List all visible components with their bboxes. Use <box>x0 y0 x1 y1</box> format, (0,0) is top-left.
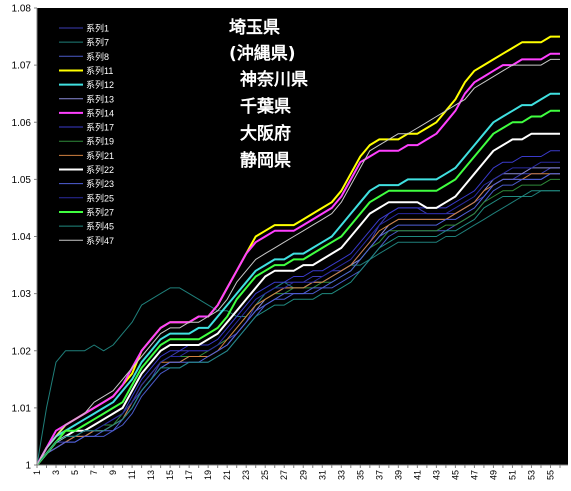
legend-item: 系列13 <box>59 93 114 104</box>
legend-item: 系列21 <box>59 150 114 161</box>
legend-label: 系列14 <box>86 107 114 118</box>
x-tick-label: 17 <box>184 470 194 480</box>
series-line-系列27 <box>36 109 560 466</box>
series-line-系列22 <box>36 132 560 466</box>
y-tick-label: 1.01 <box>12 403 32 414</box>
legend-item: 系列1 <box>59 23 109 34</box>
annotation-kanagawa: 神奈川県 <box>240 69 308 90</box>
x-tick-label: 55 <box>545 470 555 480</box>
series-line-系列45 <box>36 190 560 466</box>
legend-label: 系列23 <box>86 178 114 189</box>
x-tick-label: 41 <box>412 470 422 480</box>
x-tick-label: 25 <box>260 470 270 480</box>
x-tick-label: 37 <box>374 470 384 480</box>
legend-item: 系列45 <box>59 221 114 232</box>
legend-item: 系列23 <box>59 178 114 189</box>
y-tick-label: 1.06 <box>12 118 32 129</box>
x-tick-label: 39 <box>393 470 403 480</box>
series-line-系列47 <box>36 58 560 466</box>
legend: 系列1 系列7 系列8 系列11 系列12 系列13 系列14 系列17 系列19 系列21 系列2… <box>59 23 114 246</box>
x-tick-label: 29 <box>298 470 308 480</box>
legend-label: 系列13 <box>86 93 114 104</box>
series-line-系列14 <box>36 52 560 466</box>
legend-item: 系列17 <box>59 122 114 133</box>
legend-item: 系列12 <box>59 79 114 90</box>
x-tick-label: 1 <box>32 470 42 475</box>
legend-item: 系列22 <box>59 164 114 175</box>
y-tick-label: 1.03 <box>12 289 32 300</box>
x-tick-label: 51 <box>507 470 517 480</box>
x-tick-label: 19 <box>203 470 213 480</box>
x-tick-label: 43 <box>431 470 441 480</box>
annotation-osaka: 大阪府 <box>240 123 291 144</box>
legend-label: 系列27 <box>86 206 114 217</box>
x-tick-label: 49 <box>488 470 498 480</box>
series-line-系列21 <box>36 173 560 466</box>
x-tick-label: 33 <box>336 470 346 480</box>
x-tick-label: 5 <box>70 470 80 475</box>
annotations: 埼玉県 (沖縄県) 神奈川県 千葉県 大阪府 静岡県 <box>229 17 308 171</box>
legend-label: 系列19 <box>86 136 114 147</box>
plot-area <box>37 8 568 465</box>
legend-label: 系列25 <box>86 192 114 203</box>
x-tick-label: 35 <box>355 470 365 480</box>
x-tick-label: 31 <box>317 470 327 480</box>
x-tick-label: 45 <box>450 470 460 480</box>
legend-label: 系列1 <box>86 23 109 34</box>
annotation-okinawa: (沖縄県) <box>229 43 296 64</box>
x-tick-labels: 1 3 5 7 9 11 13 15 17 19 21 23 25 27 29 31 33 35 37 39 41 43 4… <box>32 465 561 480</box>
legend-label: 系列45 <box>86 221 114 232</box>
legend-item: 系列8 <box>59 51 109 62</box>
y-tick-label: 1.04 <box>12 232 32 243</box>
legend-label: 系列22 <box>86 164 114 175</box>
legend-label: 系列47 <box>86 235 114 246</box>
annotation-shizuoka: 静岡県 <box>240 150 291 171</box>
x-tick-label: 11 <box>127 470 137 479</box>
y-tick-label: 1.08 <box>12 4 32 15</box>
legend-label: 系列7 <box>86 37 109 48</box>
y-tick-label: 1.05 <box>12 175 32 186</box>
x-tick-label: 3 <box>51 470 61 475</box>
y-tick-label: 1.07 <box>12 61 32 72</box>
legend-item: 系列7 <box>59 37 109 48</box>
legend-item: 系列47 <box>59 235 114 246</box>
y-tick-label: 1 <box>25 461 31 472</box>
legend-label: 系列11 <box>86 65 113 76</box>
annotation-saitama: 埼玉県 <box>229 17 280 38</box>
legend-item: 系列27 <box>59 206 114 217</box>
annotation-chiba: 千葉県 <box>240 96 291 117</box>
y-tick-labels: 1 1.01 1.02 1.03 1.04 1.05 1.06 1.07 1.08 <box>12 4 37 472</box>
x-tick-label: 21 <box>222 470 232 480</box>
legend-item: 系列11 <box>59 65 113 76</box>
series-line-系列12 <box>36 92 560 466</box>
legend-item: 系列25 <box>59 192 114 203</box>
x-tick-label: 53 <box>526 470 536 480</box>
x-tick-label: 47 <box>469 470 479 480</box>
x-tick-label: 23 <box>241 470 251 480</box>
legend-label: 系列17 <box>86 122 114 133</box>
series-lines <box>36 35 560 466</box>
x-tick-label: 15 <box>165 470 175 480</box>
x-tick-label: 7 <box>89 470 99 475</box>
x-tick-label: 13 <box>146 470 156 480</box>
x-tick-label: 27 <box>279 470 289 480</box>
legend-label: 系列8 <box>86 51 109 62</box>
legend-item: 系列14 <box>59 107 114 118</box>
legend-label: 系列21 <box>86 150 114 161</box>
x-tick-label: 9 <box>108 470 118 475</box>
series-line-系列17 <box>36 150 560 466</box>
series-line-系列25 <box>36 161 560 466</box>
y-tick-label: 1.02 <box>12 346 32 357</box>
legend-label: 系列12 <box>86 79 114 90</box>
legend-item: 系列19 <box>59 136 114 147</box>
